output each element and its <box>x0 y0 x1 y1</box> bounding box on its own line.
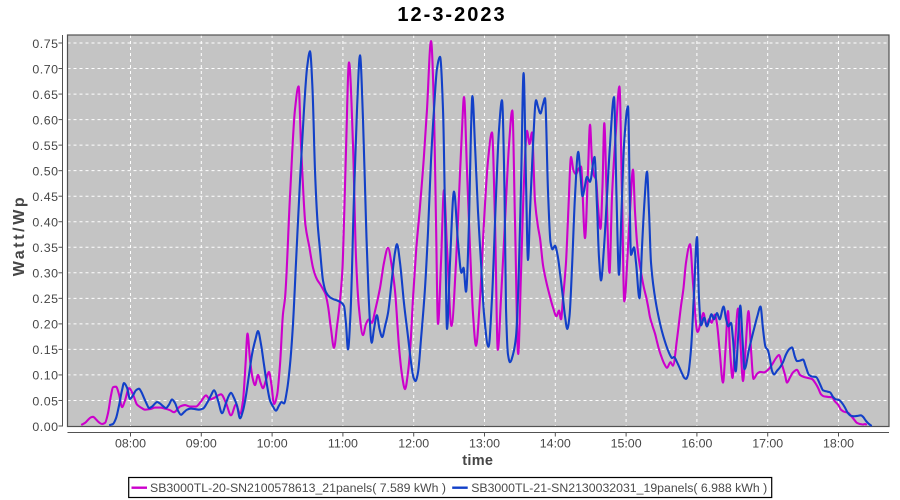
svg-text:0.45: 0.45 <box>32 190 58 204</box>
svg-text:12:00: 12:00 <box>398 437 429 451</box>
svg-text:0.15: 0.15 <box>32 343 58 357</box>
svg-text:0.40: 0.40 <box>32 216 58 230</box>
svg-text:09:00: 09:00 <box>186 437 217 451</box>
svg-text:0.35: 0.35 <box>32 241 58 255</box>
svg-text:time: time <box>462 453 493 469</box>
svg-text:18:00: 18:00 <box>823 437 854 451</box>
svg-text:11:00: 11:00 <box>328 437 358 451</box>
svg-text:14:00: 14:00 <box>540 437 571 451</box>
svg-text:0.50: 0.50 <box>32 165 58 179</box>
svg-text:SB3000TL-20-SN2100578613_21pan: SB3000TL-20-SN2100578613_21panels( 7.589… <box>150 481 446 495</box>
svg-text:0.65: 0.65 <box>32 88 58 102</box>
svg-text:0.20: 0.20 <box>32 318 58 332</box>
svg-text:0.55: 0.55 <box>32 139 58 153</box>
svg-text:0.25: 0.25 <box>32 292 58 306</box>
svg-text:13:00: 13:00 <box>469 437 500 451</box>
svg-text:12-3-2023: 12-3-2023 <box>397 4 506 26</box>
svg-text:Watt/Wp: Watt/Wp <box>11 195 28 277</box>
svg-text:08:00: 08:00 <box>115 437 146 451</box>
svg-text:15:00: 15:00 <box>611 437 642 451</box>
svg-text:0.60: 0.60 <box>32 113 58 127</box>
svg-text:0.75: 0.75 <box>32 37 58 51</box>
svg-text:0.05: 0.05 <box>32 394 58 408</box>
svg-text:SB3000TL-21-SN2130032031_19pan: SB3000TL-21-SN2130032031_19panels( 6.988… <box>471 481 767 495</box>
svg-text:0.30: 0.30 <box>32 267 58 281</box>
svg-text:0.00: 0.00 <box>32 420 58 434</box>
svg-text:10:00: 10:00 <box>257 437 288 451</box>
svg-text:0.70: 0.70 <box>32 62 58 76</box>
svg-text:16:00: 16:00 <box>681 437 712 451</box>
svg-text:0.10: 0.10 <box>32 369 58 383</box>
svg-text:17:00: 17:00 <box>752 437 783 451</box>
